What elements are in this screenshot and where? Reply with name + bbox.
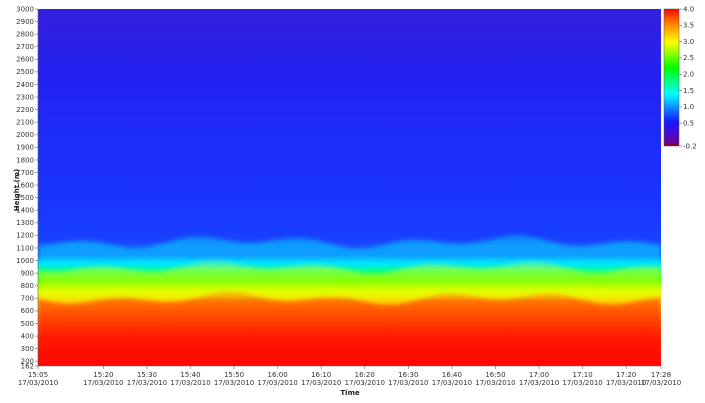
y-tick-label: 1300 — [16, 219, 34, 227]
y-tick-label: 700 — [21, 295, 34, 303]
y-tick-label: 400 — [21, 332, 34, 340]
x-tick-date: 17/03/2010 — [519, 379, 559, 387]
x-tick-time: 16:40 — [442, 371, 462, 379]
y-tick-label: 1700 — [16, 169, 34, 177]
x-tick-time: 15:50 — [224, 371, 244, 379]
y-tick-label: 2100 — [16, 119, 34, 127]
x-axis: 15:0517/03/201015:2017/03/201015:3017/03… — [18, 365, 681, 387]
y-tick-label: 600 — [21, 307, 34, 315]
colorbar-gradient — [663, 8, 680, 147]
colorbar-tick-label: 1.5 — [683, 87, 694, 95]
y-tick-label: 2200 — [16, 106, 34, 114]
y-tick-label: 1400 — [16, 207, 34, 215]
x-tick-time: 15:40 — [180, 371, 200, 379]
y-tick-label: 1800 — [16, 156, 34, 164]
y-tick-label: 1900 — [16, 144, 34, 152]
x-tick-date: 17/03/2010 — [18, 379, 58, 387]
x-tick-time: 16:00 — [268, 371, 288, 379]
heatmap-layer — [38, 291, 661, 366]
y-tick-label: 162 — [21, 362, 34, 370]
x-tick-date: 17/03/2010 — [432, 379, 472, 387]
y-tick-label: 900 — [21, 269, 34, 277]
x-tick-date: 17/03/2010 — [214, 379, 254, 387]
colorbar-tick-label: 3.0 — [683, 38, 694, 46]
y-tick-label: 200 — [21, 358, 34, 366]
x-tick-date: 17/03/2010 — [83, 379, 123, 387]
x-tick-date: 17/03/2010 — [301, 379, 341, 387]
x-tick-date: 17/03/2010 — [345, 379, 385, 387]
x-tick-time: 16:10 — [311, 371, 331, 379]
x-tick-date: 17/03/2010 — [388, 379, 428, 387]
colorbar-ticks: 4.0 3.5 3.0 2.5 2.0 1.5 1.0 0.5 -0.2 — [679, 5, 697, 150]
x-tick-date: 17/03/2010 — [475, 379, 515, 387]
x-tick-date: 17/03/2010 — [127, 379, 167, 387]
y-tick-label: 1100 — [16, 244, 34, 252]
y-tick-label: 2900 — [16, 18, 34, 26]
heatmap-layers — [38, 9, 661, 366]
heatmap-layer — [38, 9, 661, 242]
y-tick-label: 1200 — [16, 232, 34, 240]
y-tick-label: 2600 — [16, 56, 34, 64]
colorbar-tick-label: 2.5 — [683, 54, 694, 62]
x-tick-time: 15:30 — [137, 371, 157, 379]
x-tick-time: 15:05 — [28, 371, 48, 379]
y-tick-label: 1000 — [16, 257, 34, 265]
x-tick-date: 17/03/2010 — [562, 379, 602, 387]
x-tick-time: 17:28 — [651, 371, 671, 379]
y-tick-label: 1600 — [16, 181, 34, 189]
y-tick-label: 2300 — [16, 93, 34, 101]
x-tick-time: 16:20 — [355, 371, 375, 379]
x-tick-time: 16:50 — [485, 371, 505, 379]
x-tick-time: 15:20 — [93, 371, 113, 379]
colorbar-tick-label: 3.5 — [683, 22, 694, 30]
colorbar-tick-label: -0.2 — [683, 142, 697, 150]
x-tick-time: 16:30 — [398, 371, 418, 379]
y-tick-label: 2000 — [16, 131, 34, 139]
y-tick-label: 300 — [21, 345, 34, 353]
y-tick-label: 800 — [21, 282, 34, 290]
colorbar-tick-label: 4.0 — [683, 5, 694, 13]
y-tick-label: 2400 — [16, 81, 34, 89]
x-tick-date: 17/03/2010 — [606, 379, 646, 387]
heatmap-layer — [38, 260, 661, 299]
x-tick-time: 17:00 — [529, 371, 549, 379]
x-tick-time: 17:20 — [616, 371, 636, 379]
x-tick-date: 17/03/2010 — [641, 379, 681, 387]
colorbar: 4.0 3.5 3.0 2.5 2.0 1.5 1.0 0.5 -0.2 — [663, 5, 697, 150]
y-tick-label: 3000 — [16, 5, 34, 13]
plot-area — [38, 9, 661, 366]
x-tick-time: 17:10 — [572, 371, 592, 379]
colorbar-tick-label: 1.0 — [683, 103, 694, 111]
heatmap-layer — [38, 235, 661, 267]
x-tick-date: 17/03/2010 — [257, 379, 297, 387]
y-tick-label: 2800 — [16, 30, 34, 38]
colorbar-tick-label: 0.5 — [683, 119, 694, 127]
y-tick-label: 2700 — [16, 43, 34, 51]
x-axis-title: Time — [340, 389, 359, 397]
colorbar-tick-label: 2.0 — [683, 71, 694, 79]
x-tick-date: 17/03/2010 — [170, 379, 210, 387]
y-axis-title: Height (m) — [13, 169, 21, 211]
y-tick-label: 500 — [21, 320, 34, 328]
y-tick-label: 1500 — [16, 194, 34, 202]
y-tick-label: 2500 — [16, 68, 34, 76]
